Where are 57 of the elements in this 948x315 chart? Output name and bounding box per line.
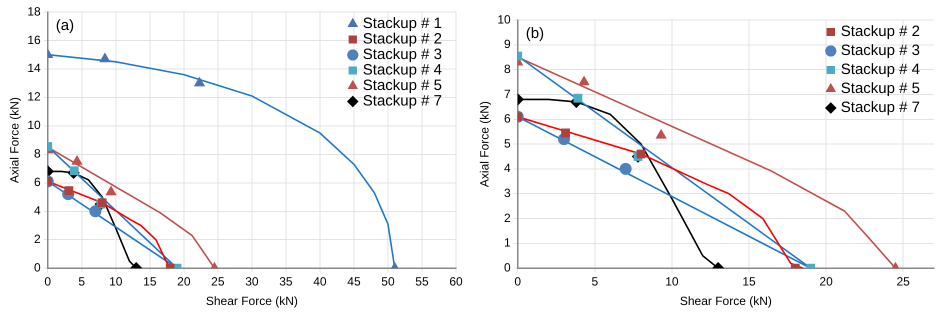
y-tick-label: 1 — [504, 236, 512, 250]
legend-label: Stackup # 2 — [362, 30, 442, 48]
legend-label: Stackup # 1 — [362, 15, 442, 32]
y-tick-label: 10 — [497, 12, 512, 26]
y-tick-label: 3 — [504, 186, 512, 200]
legend-label: Stackup # 5 — [362, 77, 442, 94]
x-axis-title: Shear Force (kN) — [680, 294, 772, 308]
x-tick-label: 15 — [143, 274, 157, 289]
y-tick-label: 2 — [504, 210, 512, 225]
x-tick-label: 35 — [279, 274, 293, 289]
y-tick-label: 0 — [34, 260, 42, 275]
legend-label: Stackup # 7 — [840, 99, 920, 116]
x-tick-label: 10 — [665, 274, 679, 289]
y-tick-label: 6 — [504, 112, 512, 126]
annotation: (b) — [526, 25, 544, 42]
y-tick-label: 4 — [34, 204, 42, 218]
x-tick-label: 20 — [177, 274, 191, 289]
y-axis-title: Axial Force (kN) — [478, 101, 492, 188]
legend-label: Stackup # 3 — [362, 46, 442, 64]
y-tick-label: 12 — [27, 90, 42, 104]
x-tick-label: 0 — [44, 274, 52, 289]
legend-label: Stackup # 5 — [840, 80, 920, 98]
y-tick-label: 9 — [504, 37, 512, 52]
legend-label: Stackup # 4 — [840, 61, 920, 78]
y-tick-label: 7 — [504, 86, 512, 101]
x-tick-label: 30 — [245, 274, 259, 289]
y-tick-label: 8 — [34, 146, 42, 161]
y-tick-label: 4 — [504, 161, 512, 176]
x-tick-label: 10 — [109, 274, 123, 289]
y-tick-label: 8 — [504, 62, 512, 76]
x-tick-label: 60 — [449, 274, 463, 289]
y-tick-label: 6 — [34, 175, 42, 190]
x-tick-label: 5 — [78, 274, 86, 289]
y-axis-title: Axial Force (kN) — [8, 97, 22, 184]
x-tick-label: 55 — [415, 274, 429, 289]
x-tick-label: 5 — [591, 274, 598, 289]
y-tick-label: 5 — [504, 136, 512, 150]
legend-label: Stackup # 2 — [840, 23, 920, 40]
x-tick-label: 25 — [211, 274, 225, 289]
x-tick-label: 50 — [381, 274, 395, 289]
legend-label: Stackup # 3 — [840, 42, 920, 60]
y-tick-label: 18 — [27, 4, 42, 18]
y-tick-label: 14 — [27, 61, 42, 76]
x-tick-label: 15 — [742, 274, 756, 289]
x-tick-label: 45 — [347, 274, 361, 289]
x-tick-label: 0 — [514, 274, 522, 289]
y-tick-label: 2 — [34, 232, 42, 246]
x-axis-title: Shear Force (kN) — [206, 294, 298, 308]
x-tick-label: 20 — [819, 274, 834, 289]
y-tick-label: 0 — [504, 260, 512, 275]
y-tick-label: 16 — [27, 32, 42, 47]
annotation: (a) — [56, 17, 74, 34]
legend-label: Stackup # 4 — [362, 62, 442, 79]
legend-label: Stackup # 7 — [362, 92, 442, 110]
x-tick-label: 40 — [313, 274, 327, 289]
x-tick-label: 25 — [896, 274, 910, 289]
y-tick-label: 10 — [27, 118, 42, 132]
